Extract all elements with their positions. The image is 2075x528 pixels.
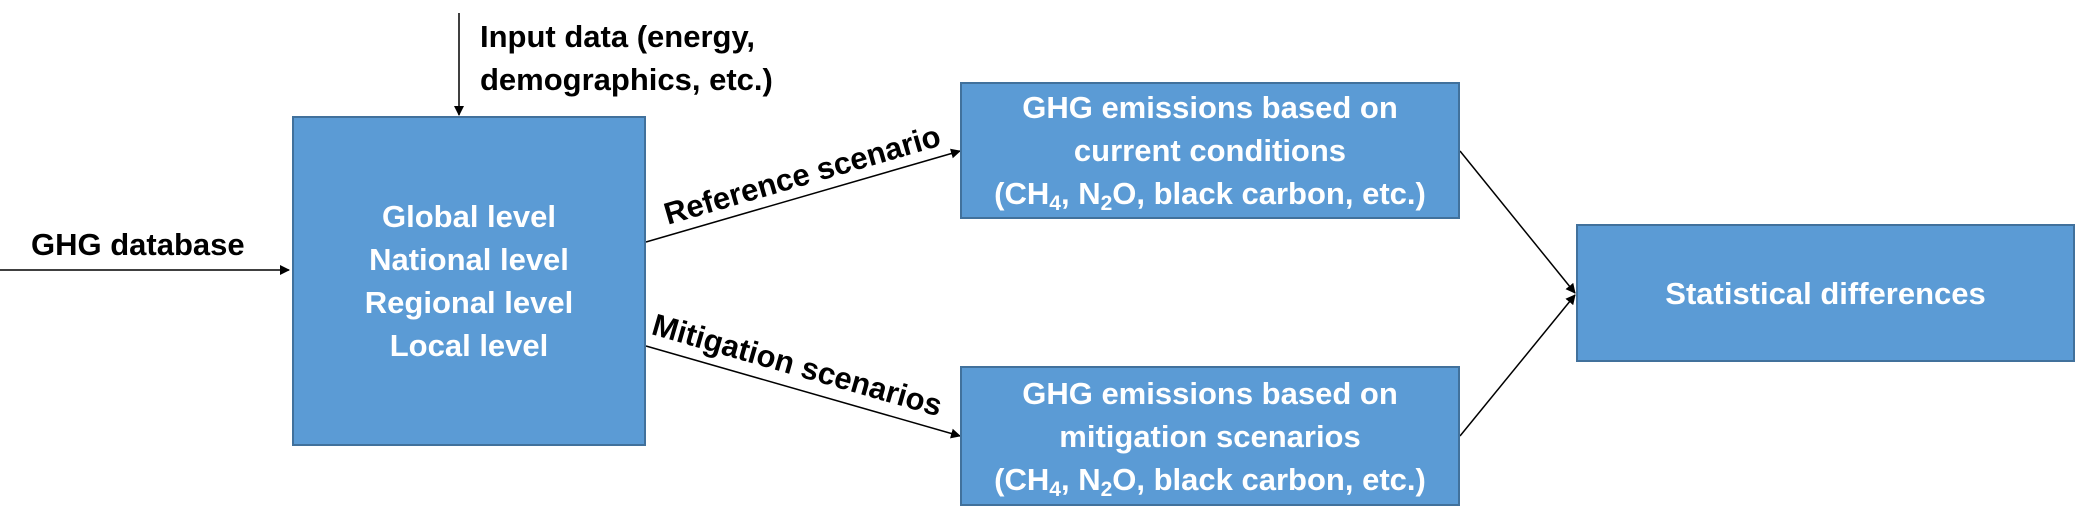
mitigation-gas-open: (CH (994, 461, 1050, 497)
mitigation-box-line-1: GHG emissions based on (1022, 375, 1398, 411)
reference-gas-open: (CH (994, 176, 1050, 211)
levels-line-regional: Regional level (364, 285, 574, 320)
reference-box-line-1: GHG emissions based on (1022, 90, 1398, 125)
reference-emissions-box: GHG emissions based on current condition… (960, 82, 1460, 219)
levels-box: Global level National level Regional lev… (292, 116, 646, 446)
arrow-levels-to-reference (645, 148, 961, 243)
input-data-line-1: Input data (energy, (480, 19, 756, 54)
reference-n2o-subscript: 2 (1100, 192, 1113, 215)
mitigation-box-gases: (CH4, N2O, black carbon, etc.) (994, 458, 1426, 501)
levels-line-national: National level (369, 242, 569, 277)
reference-box-gases: (CH4, N2O, black carbon, etc.) (994, 172, 1426, 215)
input-data-label: Input data (energy, demographics, etc.) (480, 15, 773, 101)
reference-ch4-subscript: 4 (1049, 192, 1061, 215)
arrow-levels-to-mitigation (645, 345, 961, 439)
arrow-reference-to-result (1459, 150, 1576, 294)
mitigation-emissions-box: GHG emissions based on mitigation scenar… (960, 366, 1460, 506)
mitigation-box-line-2: mitigation scenarios (1059, 418, 1361, 454)
mitigation-ch4-subscript: 4 (1049, 477, 1061, 501)
reference-gas-mid: , N (1060, 176, 1101, 211)
statistical-differences-label: Statistical differences (1665, 275, 1986, 311)
statistical-differences-box: Statistical differences (1576, 224, 2075, 362)
arrow-mitigation-to-result (1459, 294, 1576, 437)
ghg-database-label: GHG database (31, 227, 245, 262)
levels-line-local: Local level (389, 328, 549, 363)
mitigation-gas-rest: O, black carbon, etc.) (1112, 461, 1426, 497)
mitigation-n2o-subscript: 2 (1100, 477, 1113, 501)
levels-line-global: Global level (381, 199, 556, 234)
mitigation-gas-mid: , N (1060, 461, 1101, 497)
reference-gas-rest: O, black carbon, etc.) (1112, 176, 1426, 211)
reference-box-line-2: current conditions (1073, 133, 1347, 168)
input-data-line-2: demographics, etc.) (480, 62, 773, 97)
